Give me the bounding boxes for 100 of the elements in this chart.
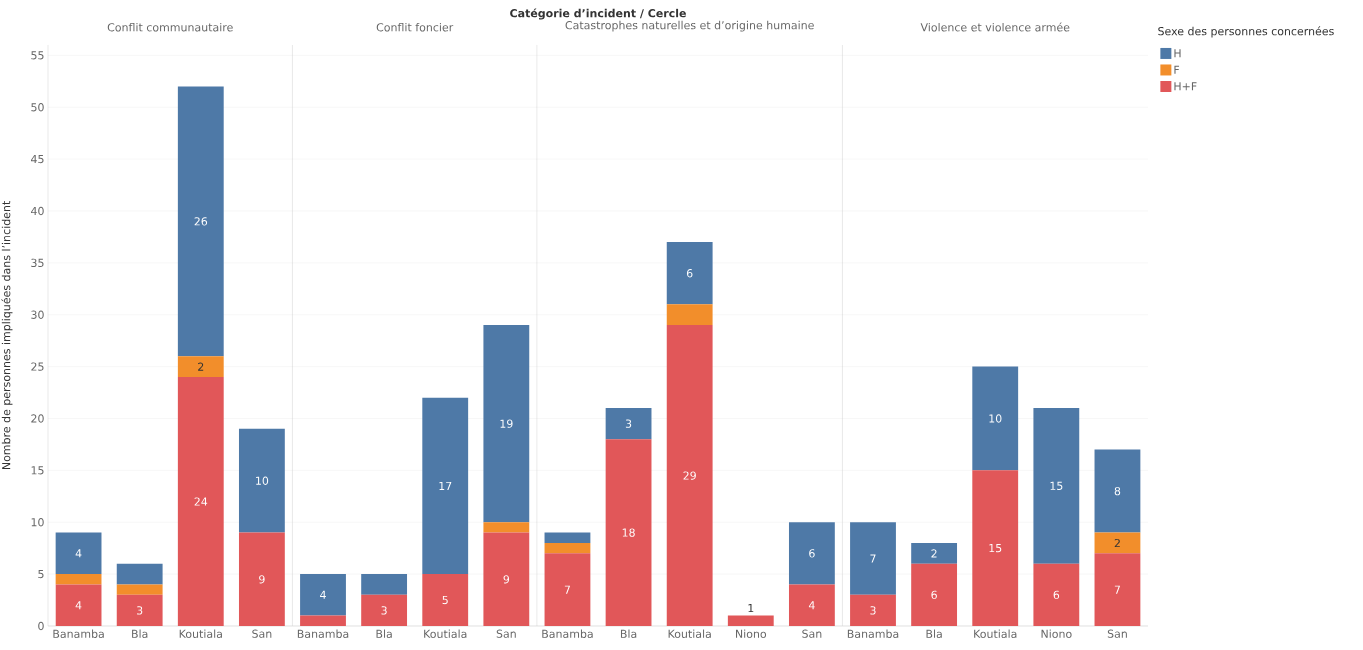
data-label: 9 bbox=[503, 575, 510, 584]
data-label: 8 bbox=[1114, 486, 1121, 496]
bar bbox=[666, 304, 713, 326]
bar bbox=[177, 356, 224, 377]
legend-label: H+F bbox=[1174, 82, 1197, 91]
data-label: 4 bbox=[808, 601, 815, 610]
x-tick-label: Koutiala bbox=[974, 629, 1017, 639]
y-tick-label: 40 bbox=[31, 206, 44, 216]
bar bbox=[911, 542, 958, 564]
x-tick-label: Bla bbox=[376, 629, 392, 639]
legend-label: H bbox=[1174, 49, 1181, 58]
data-label: 15 bbox=[1050, 481, 1063, 491]
y-tick-label: 25 bbox=[31, 362, 44, 371]
bar bbox=[605, 408, 652, 440]
bar bbox=[1094, 449, 1141, 533]
data-label: 6 bbox=[1053, 590, 1060, 600]
bar bbox=[116, 563, 163, 585]
data-label: 2 bbox=[1114, 538, 1120, 548]
x-tick-label: San bbox=[802, 629, 822, 638]
data-label: 6 bbox=[686, 269, 693, 278]
y-axis-title: Nombre de personnes impliquées dans l’incident bbox=[1, 201, 13, 470]
data-label: 2 bbox=[931, 549, 937, 558]
data-label: 4 bbox=[75, 549, 82, 558]
data-label: 18 bbox=[622, 528, 635, 537]
bar bbox=[116, 594, 163, 626]
y-tick-label: 10 bbox=[31, 518, 44, 527]
x-tick-label: Bla bbox=[132, 629, 148, 639]
x-tick-label: Koutiala bbox=[179, 629, 222, 639]
x-tick-label: Koutiala bbox=[668, 629, 711, 639]
x-tick-label: Koutiala bbox=[424, 629, 467, 639]
bar bbox=[544, 542, 591, 554]
data-label: 10 bbox=[989, 414, 1002, 423]
data-label: 3 bbox=[137, 606, 143, 615]
data-label: 10 bbox=[256, 476, 269, 485]
data-label: 7 bbox=[1114, 585, 1120, 594]
y-tick-label: 50 bbox=[31, 103, 44, 112]
data-label: 17 bbox=[439, 481, 452, 490]
data-label: 3 bbox=[381, 606, 387, 615]
x-tick-label: San bbox=[252, 629, 272, 638]
bar bbox=[788, 584, 835, 626]
bar bbox=[177, 86, 224, 357]
data-label: 29 bbox=[683, 471, 696, 480]
data-label: 24 bbox=[194, 497, 208, 506]
bar bbox=[1033, 408, 1080, 564]
bar bbox=[300, 574, 346, 616]
bar bbox=[483, 522, 530, 533]
bar bbox=[55, 584, 102, 626]
legend-label: F bbox=[1174, 65, 1180, 74]
bar bbox=[483, 532, 530, 626]
data-label: 4 bbox=[75, 601, 82, 610]
y-tick-label: 15 bbox=[31, 466, 44, 475]
x-tick-label: Niono bbox=[1041, 629, 1072, 639]
bar bbox=[116, 584, 163, 595]
bar bbox=[483, 325, 530, 523]
bar bbox=[55, 532, 102, 575]
bar bbox=[666, 242, 713, 305]
bar bbox=[605, 439, 652, 626]
bar bbox=[972, 470, 1019, 626]
bar bbox=[422, 397, 469, 575]
bar bbox=[788, 522, 835, 585]
data-label: 9 bbox=[259, 575, 265, 584]
bar bbox=[422, 574, 469, 626]
bar bbox=[972, 366, 1019, 471]
chart-title: Catastrophes naturelles et d’origine humaine bbox=[565, 20, 814, 32]
bar bbox=[1094, 553, 1141, 626]
x-tick-label: Bla bbox=[620, 629, 637, 639]
data-label: 1 bbox=[748, 604, 754, 613]
bar bbox=[177, 376, 224, 626]
chart-title: Violence et violence armée bbox=[920, 22, 1070, 32]
y-tick-label: 20 bbox=[31, 414, 44, 423]
y-tick-label: 0 bbox=[38, 621, 44, 631]
chart-title: Conflit foncier bbox=[376, 22, 454, 32]
y-tick-label: 45 bbox=[31, 155, 44, 164]
data-label: 3 bbox=[625, 419, 632, 428]
data-label: 3 bbox=[870, 606, 876, 615]
data-label: 7 bbox=[870, 554, 876, 563]
data-label: 19 bbox=[500, 419, 513, 428]
x-tick-label: Banamba bbox=[297, 629, 349, 639]
bar bbox=[544, 532, 591, 543]
text: Catégorie d’incident / Cercle bbox=[510, 8, 686, 20]
data-label: 6 bbox=[931, 590, 937, 600]
data-label: 26 bbox=[194, 217, 208, 226]
bar bbox=[238, 532, 285, 626]
data-label: 2 bbox=[198, 362, 204, 371]
x-tick-label: Bla bbox=[926, 629, 942, 639]
legend-title: Sexe des personnes concernées bbox=[1158, 26, 1334, 38]
data-label: 4 bbox=[320, 590, 326, 599]
x-tick-label: San bbox=[1107, 629, 1127, 638]
y-tick-label: 5 bbox=[38, 570, 44, 579]
bar bbox=[361, 594, 408, 626]
x-tick-label: Banamba bbox=[53, 629, 104, 639]
bar bbox=[300, 615, 346, 626]
x-tick-label: Banamba bbox=[542, 629, 593, 639]
y-tick-label: 35 bbox=[31, 258, 44, 268]
chart-title: Conflit communautaire bbox=[107, 22, 233, 32]
bar bbox=[850, 594, 896, 626]
bar bbox=[238, 428, 285, 533]
data-label: 6 bbox=[809, 549, 815, 558]
bar bbox=[911, 563, 958, 626]
bar bbox=[361, 574, 408, 595]
